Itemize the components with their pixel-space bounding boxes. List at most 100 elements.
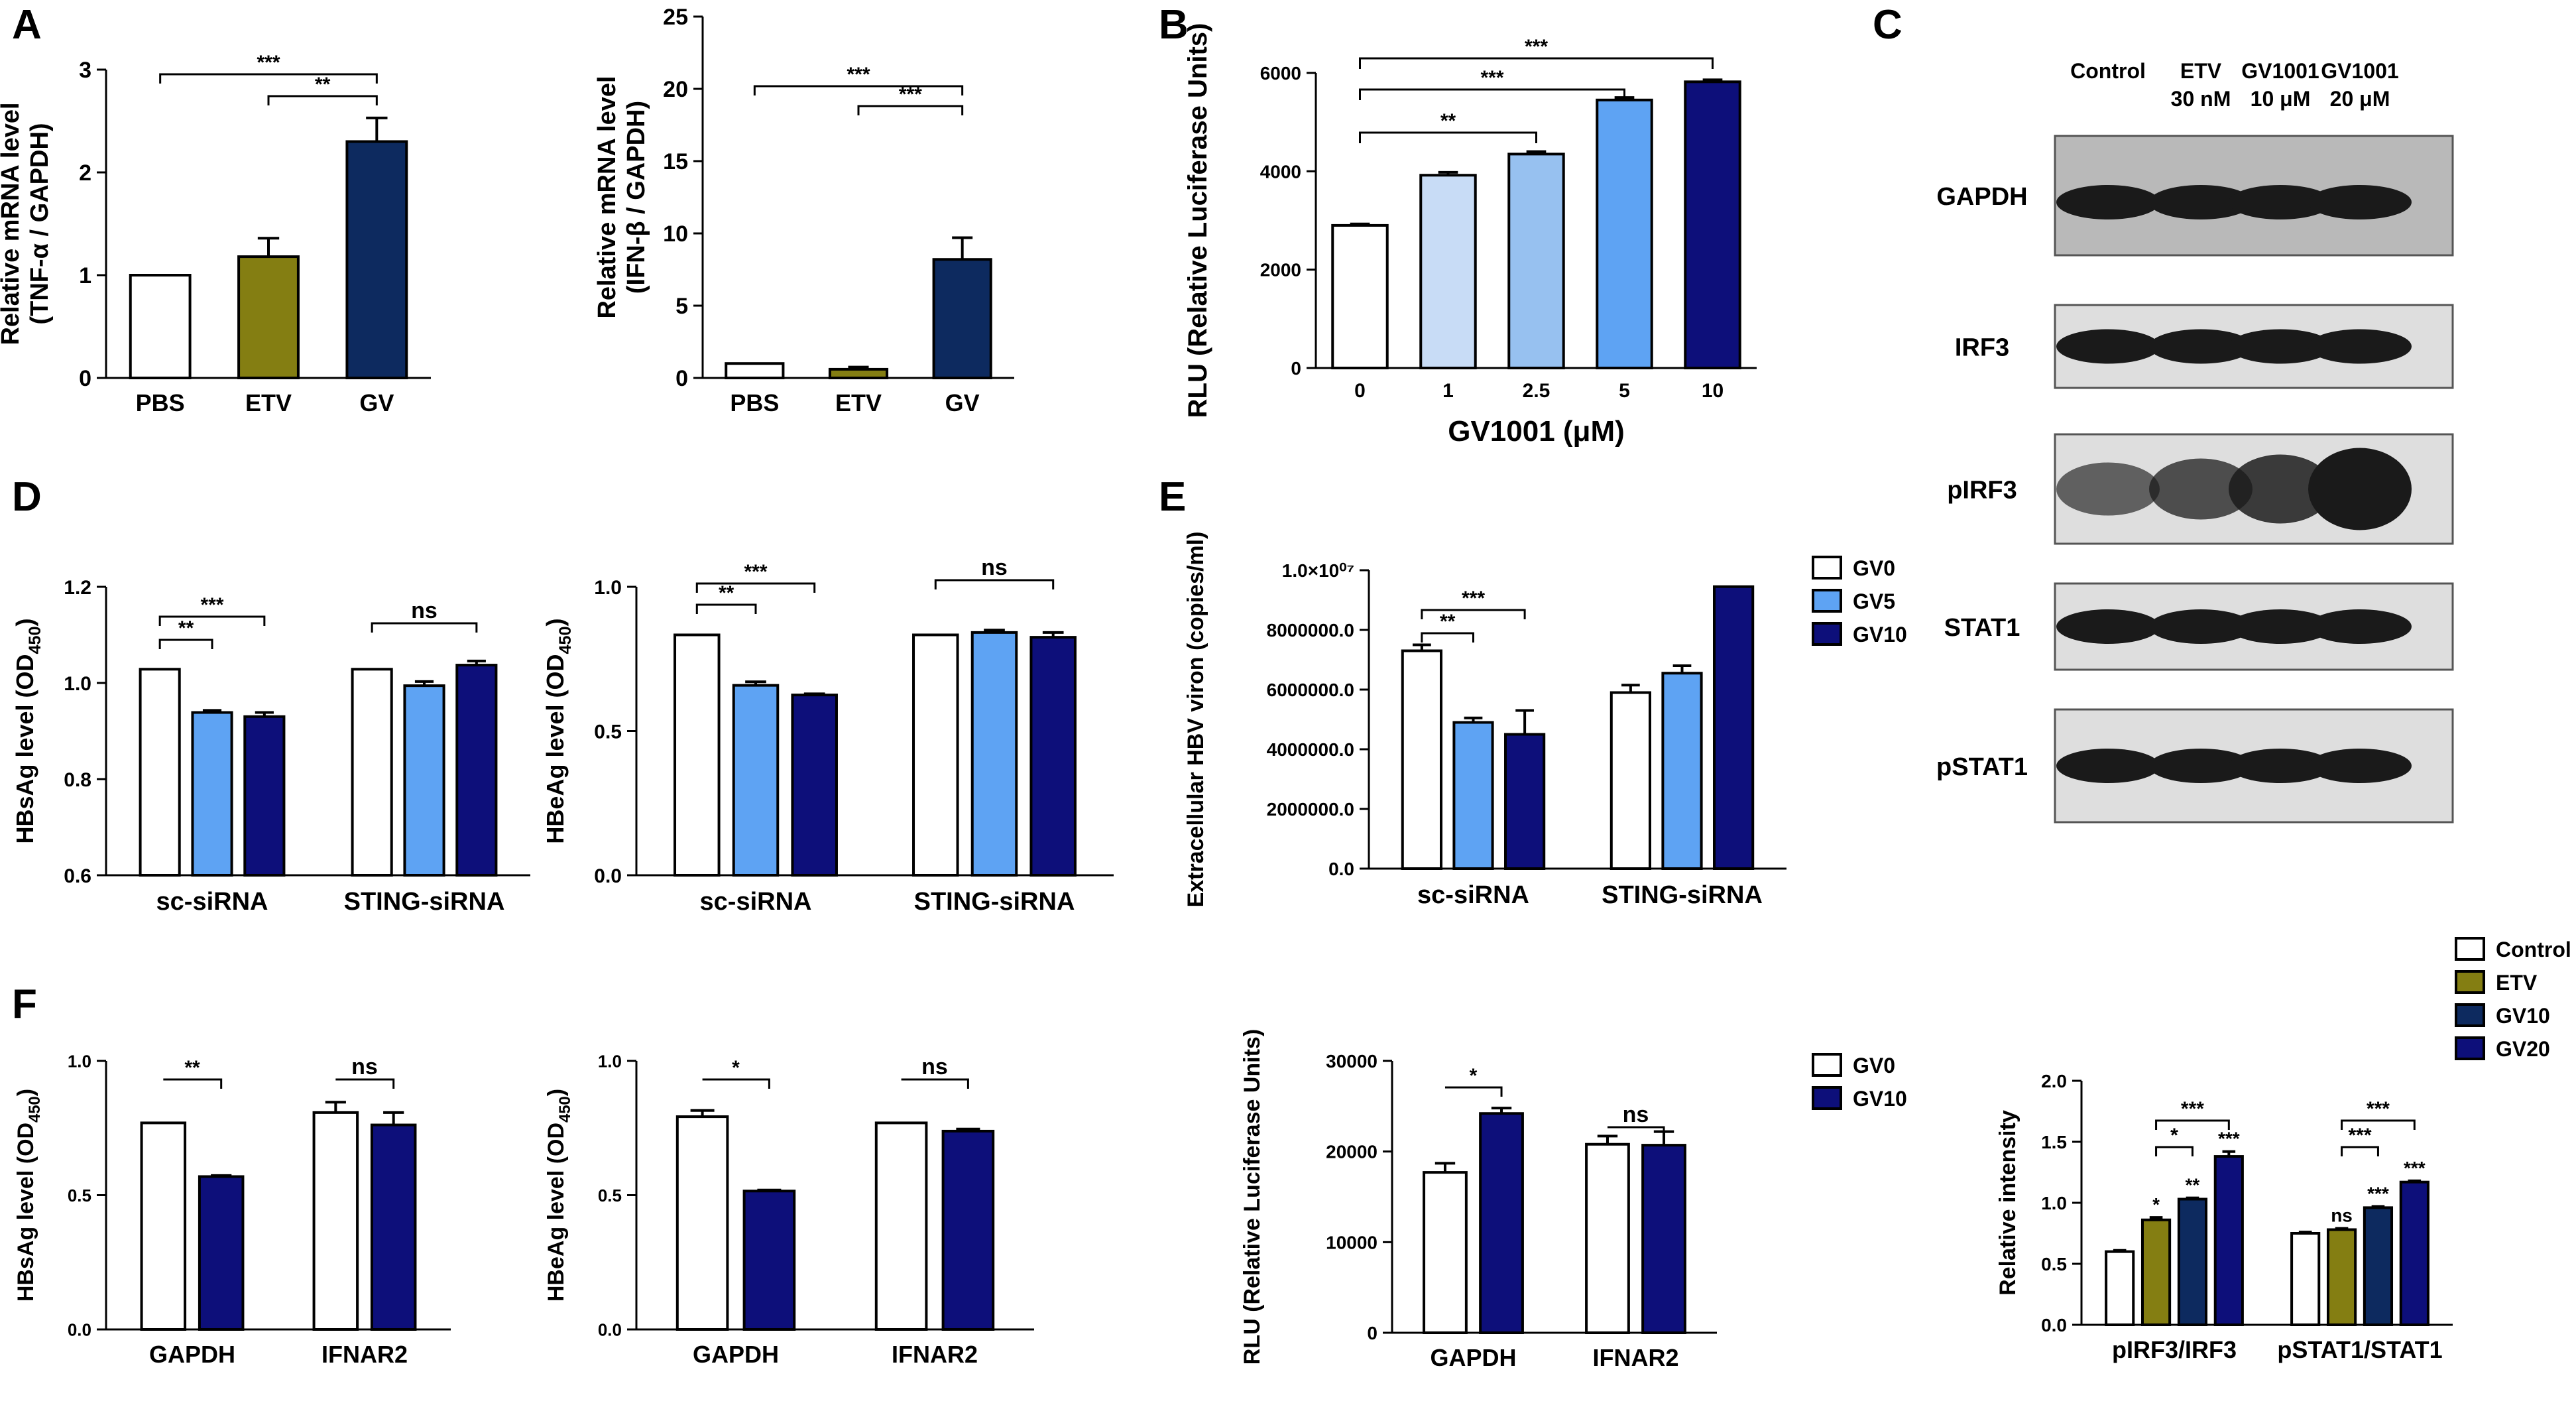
y-tick-label: 1.0 [2041,1193,2067,1213]
blot-column-sublabel: 10 μM [2251,87,2311,111]
blot-band [2056,462,2160,516]
blot-column-sublabel: 20 μM [2330,87,2390,111]
blot-band [2056,749,2160,783]
bar-significance-label: *** [2218,1129,2240,1149]
y-tick-label: 8000000.0 [1267,620,1354,641]
y-tick-label: 0 [79,366,91,391]
legend-swatch-gv10 [2455,1003,2485,1027]
significance-label: ns [351,1054,378,1079]
significance-bracket [1359,57,1714,69]
bar-pbs [725,362,785,380]
significance-bracket [934,579,1055,589]
blot-row-label: GAPDH [1936,183,2027,211]
legend-swatch-control [2455,937,2485,961]
bar-gv10 [198,1175,245,1331]
blot-band [2149,185,2253,219]
bar-gv [932,258,992,379]
significance-label: ns [411,598,438,623]
significance-label: *** [2367,1098,2390,1120]
significance-bracket [2341,1119,2416,1130]
legend-label: Control [2496,938,2571,961]
x-tick-label: ETV [835,389,882,416]
significance-bracket [2155,1119,2230,1130]
bar-gv0 [874,1121,928,1331]
significance-bracket [702,1078,770,1089]
blot-column-sublabel: 30 nM [2171,87,2231,111]
y-tick-label: 1.0 [64,673,91,695]
panel-label-e: E [1159,474,1186,520]
blot-band [2229,749,2332,783]
legend-swatch-gv5 [1812,589,1842,613]
chart-d-hbeag: 0.0 0.5 1.0 HBeAg level (OD450) sc-siRNA STIN… [542,555,1114,916]
blot-band [2308,448,2412,530]
bar-gv5 [1452,721,1494,870]
significance-label: * [732,1057,740,1079]
bar-gv0 [1585,1142,1630,1334]
panel-label-c: C [1873,2,1903,48]
significance-label: ** [315,74,331,95]
bar-significance-label: *** [2404,1158,2426,1178]
blot-band [2229,609,2332,644]
blot-row-label: pIRF3 [1947,477,2017,505]
significance-bracket [1359,131,1537,143]
x-tick-label: GAPDH [1430,1344,1516,1371]
x-tick-label: 5 [1619,380,1630,402]
bar-gv5 [970,631,1018,877]
significance-bracket [2341,1146,2379,1156]
blot-row-label: IRF3 [1955,334,2009,362]
chart-f-intensity: 0.0 0.5 1.0 1.5 2.0 Relative intensity pIRF3/I… [1995,937,2571,1363]
y-tick-label: 1.5 [2041,1132,2067,1152]
legend-swatch-gv10 [1812,622,1842,646]
y-tick-label: 1.0 [598,1051,622,1071]
blot-band [2149,458,2253,520]
bar-gv0 [1610,691,1651,870]
chart-f-hbsag: 0.0 0.5 1.0 HBsAg level (OD450) GAPDH IFNAR2 *… [13,1051,451,1368]
x-tick-label: IFNAR2 [1592,1344,1678,1371]
bar-etv [2326,1228,2357,1326]
bar-gv20 [2213,1155,2244,1326]
legend: Control ETV GV10 GV20 [2455,937,2571,1061]
legend: GV0 GV10 [1812,1053,1907,1111]
significance-label: ** [1440,611,1456,633]
y-axis-label-subscript: 450 [556,626,575,654]
blot-band [2149,609,2253,644]
significance-bracket [163,1078,223,1089]
y-axis-label-main: HBsAg level (OD [11,654,38,843]
y-tick-label: 2 [79,160,91,186]
bar-gv0 [140,1121,187,1331]
blot-row-label: STAT1 [1944,614,2020,642]
bar-gv [345,140,408,379]
chart-d-hbsag: 0.6 0.8 1.0 1.2 HBsAg level (OD450) sc-siRNA S… [11,577,530,916]
y-tick-label: 0.8 [64,769,91,791]
blot-row-pstat1: pSTAT1 [1936,708,2454,824]
legend-label: GV0 [1853,1054,1895,1077]
y-axis-label: HBsAg level (OD450) [13,1089,44,1302]
significance-label: *** [257,52,280,74]
bar-gv0 [139,668,181,877]
y-tick-label: 0.0 [1328,859,1354,879]
y-tick-label: 0.5 [2041,1254,2067,1274]
y-tick-label: 20000 [1326,1142,1377,1162]
y-axis-label-main: HBeAg level (OD [544,1123,569,1302]
bar-significance-label: ** [2186,1175,2200,1196]
chart-b-luciferase: 0 2000 4000 6000 RLU (Relative Luciferase Un… [1183,23,1757,448]
bar-gv10 [455,664,498,877]
y-tick-label: 1.0 [594,577,622,599]
y-tick-label: 0.0 [594,865,622,887]
significance-bracket [901,1078,969,1089]
significance-bracket [335,1078,395,1089]
x-axis-label: GV1001 (μM) [1448,415,1625,448]
x-tick-label: STING-siRNA [1602,881,1763,909]
significance-bracket [1421,609,1526,619]
bar-gv10 [1029,636,1077,877]
blot-band [2308,185,2412,219]
legend-label: ETV [2496,971,2538,995]
blot-row-irf3: IRF3 [1955,304,2454,389]
legend: GV0 GV5 GV10 [1812,556,1907,646]
panel-label-a: A [12,2,42,48]
significance-label: *** [1525,36,1548,58]
bar-gv5 [732,684,780,877]
bar-significance-label: ns [2331,1205,2353,1226]
bar-etv [2140,1218,2172,1327]
significance-label: *** [847,64,870,86]
